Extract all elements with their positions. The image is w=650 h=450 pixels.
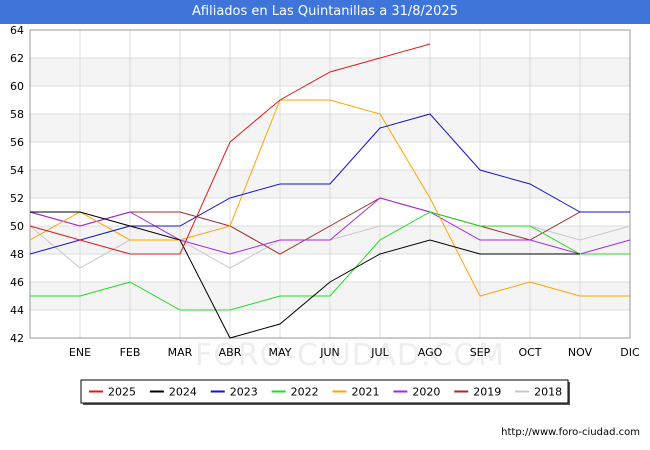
x-tick-label: JUN bbox=[319, 346, 340, 359]
x-tick-label: MAR bbox=[168, 346, 193, 359]
x-tick-label: DIC bbox=[620, 346, 640, 359]
x-tick-label: OCT bbox=[518, 346, 541, 359]
x-tick-label: MAY bbox=[269, 346, 292, 359]
x-tick-label: JUL bbox=[370, 346, 389, 359]
x-tick-label: ENE bbox=[69, 346, 91, 359]
legend-label-2024: 2024 bbox=[169, 386, 197, 399]
x-tick-label: SEP bbox=[470, 346, 491, 359]
y-tick-label: 44 bbox=[10, 304, 24, 317]
y-tick-label: 62 bbox=[10, 52, 24, 65]
y-tick-label: 56 bbox=[10, 136, 24, 149]
series-line-2021 bbox=[29, 99, 630, 297]
legend-label-2018: 2018 bbox=[534, 386, 562, 399]
series-line-2025 bbox=[29, 43, 431, 255]
y-tick-label: 42 bbox=[10, 332, 24, 345]
title-bar bbox=[0, 0, 650, 24]
y-tick-label: 48 bbox=[10, 248, 24, 261]
chart-title: Afiliados en Las Quintanillas a 31/8/202… bbox=[192, 4, 458, 19]
y-tick-label: 60 bbox=[10, 80, 24, 93]
series-line-2020 bbox=[29, 197, 631, 255]
plot-border bbox=[29, 29, 631, 339]
y-tick-label: 58 bbox=[10, 108, 24, 121]
y-tick-label: 64 bbox=[10, 24, 24, 37]
series-line-2022 bbox=[30, 211, 630, 311]
x-tick-label: ABR bbox=[219, 346, 242, 359]
legend-label-2022: 2022 bbox=[291, 386, 319, 399]
legend-label-2025: 2025 bbox=[108, 386, 136, 399]
x-tick-label: AGO bbox=[418, 346, 443, 359]
y-tick-label: 54 bbox=[10, 164, 24, 177]
source-url[interactable]: http://www.foro-ciudad.com bbox=[501, 427, 640, 438]
y-tick-label: 50 bbox=[10, 220, 24, 233]
legend-label-2019: 2019 bbox=[473, 386, 501, 399]
legend-label-2021: 2021 bbox=[352, 386, 380, 399]
legend-box bbox=[80, 379, 569, 404]
x-tick-label: FEB bbox=[120, 346, 141, 359]
series-line-2024 bbox=[30, 211, 580, 339]
y-tick-label: 52 bbox=[10, 192, 24, 205]
y-tick-label: 46 bbox=[10, 276, 24, 289]
x-tick-label: NOV bbox=[568, 346, 593, 359]
legend-label-2020: 2020 bbox=[412, 386, 440, 399]
watermark: FORO-CIUDAD.COM bbox=[195, 338, 505, 373]
legend-label-2023: 2023 bbox=[230, 386, 258, 399]
